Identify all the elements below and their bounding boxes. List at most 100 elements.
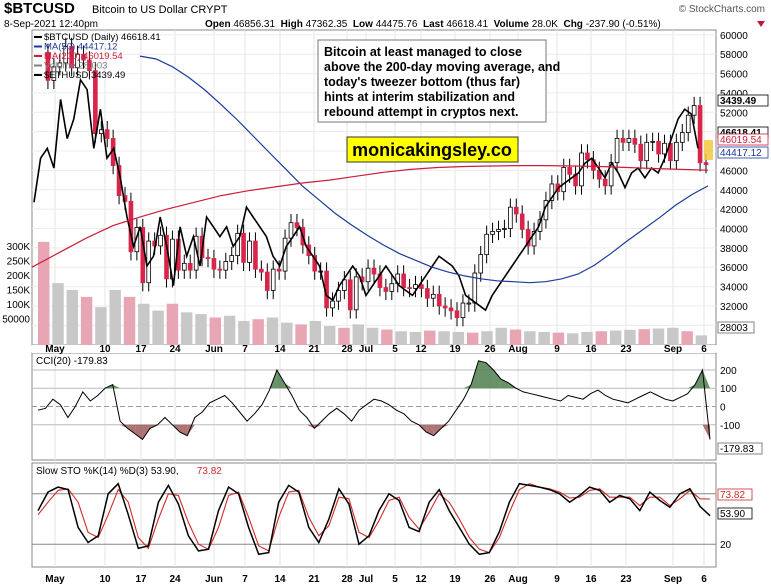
candle-body	[205, 257, 211, 259]
x-tick-label: 10	[99, 344, 111, 355]
candle-body	[567, 167, 572, 175]
x-tick-label: 9	[554, 574, 560, 585]
candle-body	[276, 268, 282, 272]
volume-tick-label: 250K	[7, 257, 31, 268]
x-tick-label: 23	[620, 574, 632, 585]
candle-body	[336, 290, 341, 302]
candle-body	[75, 53, 80, 69]
ma50-line	[139, 55, 709, 284]
candle-body	[389, 283, 395, 292]
volume-bar	[238, 320, 250, 345]
sto-d-box	[717, 488, 753, 501]
price-tag-label: 44417.12	[720, 148, 762, 159]
volume-bar	[466, 332, 479, 345]
cci-oversold-fill	[314, 424, 322, 429]
volume-bar	[152, 310, 164, 345]
cci-title: CCI(20) -179.83	[36, 356, 108, 367]
watermark-text: monicakingsley.co	[352, 140, 512, 160]
volume-tick-label: 150K	[7, 286, 31, 297]
x-tick-label: Jun	[205, 574, 223, 585]
candle-body	[93, 70, 98, 135]
candle-body	[513, 206, 519, 215]
candle-body	[223, 261, 229, 271]
legend-label: $BTCUSD (Daily) 46618.41	[44, 32, 161, 43]
candle-body	[650, 140, 655, 143]
candle-body	[466, 302, 472, 305]
cci-oversold-fill	[441, 424, 449, 429]
volume-bar	[409, 331, 422, 345]
volume-bar	[552, 332, 565, 345]
x-tick-label: 19	[449, 574, 461, 585]
cci-overbought-fill	[500, 379, 509, 389]
annotation-line: Bitcoin at least managed to close	[324, 45, 522, 59]
cci-tick-label: 200	[720, 366, 737, 377]
volume-bar	[123, 296, 136, 345]
candle-body	[401, 273, 406, 288]
candle-body	[626, 138, 632, 143]
volume-bar	[366, 327, 379, 345]
cci-overbought-fill	[112, 384, 121, 389]
x-tick-label: Aug	[508, 344, 527, 355]
price-tag-label: 3439.49	[720, 96, 757, 107]
x-tick-label: 5	[392, 574, 398, 585]
credit-label: © StockCharts.com	[678, 4, 765, 15]
y-tick-label: 38000	[720, 244, 748, 255]
volume-bar	[481, 331, 493, 345]
candle-body	[51, 66, 57, 81]
volume-bar	[323, 326, 336, 345]
volume-bar	[609, 330, 622, 345]
volume-tick-label: 100K	[7, 300, 31, 311]
candle-body	[217, 268, 223, 271]
candle-body	[525, 229, 531, 247]
volume-bar	[38, 241, 50, 345]
candle-body	[614, 138, 620, 164]
candle-body	[365, 267, 371, 283]
ohlc-summary: Open 46856.31 High 47362.35 Low 44475.76…	[205, 19, 661, 30]
panel-frame	[31, 462, 717, 568]
volume-tick-label: 300K	[7, 242, 31, 253]
candle-body	[478, 254, 484, 274]
volume-bar	[223, 315, 236, 345]
candle-body	[353, 276, 359, 311]
annotation-line: above the 200-day moving average, and	[324, 60, 560, 74]
volume-tick-label: 200K	[7, 271, 31, 282]
candle-body	[454, 310, 460, 318]
x-tick-label: 19	[449, 344, 461, 355]
legend-label: Volume 28,003	[44, 61, 107, 72]
candle-body	[229, 255, 235, 262]
cci-overbought-fill	[276, 369, 285, 389]
price-tag-label: 46019.54	[720, 135, 762, 146]
candle-body	[460, 302, 466, 318]
cci-overbought-fill	[493, 369, 501, 389]
chart-header: $BTCUSD Bitcoin to US Dollar CRYPT © Sto…	[0, 0, 771, 34]
candle-body	[312, 255, 318, 272]
volume-bar	[524, 331, 536, 345]
volume-bar	[266, 317, 279, 345]
volume-bar	[281, 322, 293, 345]
volume-bar	[595, 331, 608, 345]
x-tick-label: 16	[585, 344, 597, 355]
candle-body	[247, 240, 252, 263]
price-tag-box	[717, 94, 769, 107]
volume-bar	[652, 328, 665, 345]
cci-overbought-fill	[486, 362, 494, 389]
x-tick-label: Aug	[508, 574, 527, 585]
symbol-title: $BTCUSD	[4, 0, 75, 17]
candle-body	[193, 235, 199, 271]
cci-oversold-fill	[127, 424, 136, 434]
volume-bar	[338, 327, 350, 345]
candle-body	[371, 267, 377, 275]
volume-bar	[352, 324, 364, 345]
x-tick-label: 24	[169, 344, 181, 355]
volume-bar	[395, 331, 407, 345]
x-tick-label: 17	[135, 344, 147, 355]
volume-bar	[381, 329, 393, 345]
date-strip	[32, 345, 716, 353]
volume-bar	[180, 312, 193, 345]
candle-body	[484, 233, 489, 256]
x-tick-label: 10	[99, 574, 111, 585]
cci-value-box	[717, 442, 763, 455]
sto-k-label: 53.90	[720, 509, 745, 520]
y-tick-label: 56000	[720, 70, 748, 81]
y-tick-label: 60000	[720, 31, 748, 42]
